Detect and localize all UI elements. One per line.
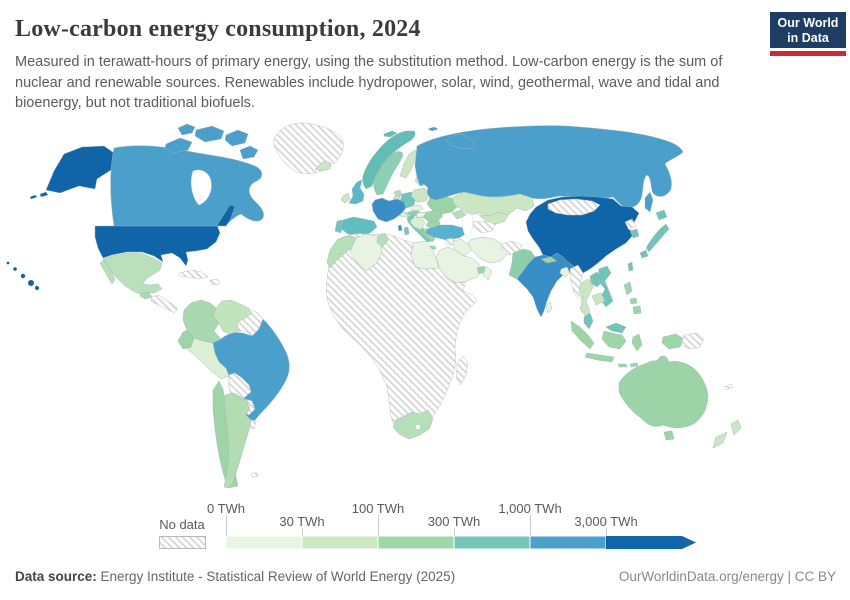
legend-tickmark-1000: [530, 515, 531, 536]
region-russia[interactable]: [414, 125, 684, 213]
region-morocco[interactable]: [326, 236, 357, 269]
region-falklands-nodata[interactable]: [250, 472, 259, 478]
region-spain[interactable]: [339, 216, 378, 237]
region-ireland[interactable]: [340, 192, 351, 204]
region-central-america-nodata[interactable]: [150, 294, 179, 314]
legend-tick-300: 300 TWh: [427, 514, 481, 529]
footer-source-text: Energy Institute - Statistical Review of…: [96, 569, 456, 584]
legend-arrow-head: [682, 536, 696, 549]
legend-color-bar[interactable]: [226, 536, 696, 549]
region-portugal[interactable]: [334, 219, 344, 234]
region-turkmenistan-nodata[interactable]: [472, 220, 497, 234]
legend-swatch-100-300: [377, 536, 455, 549]
region-madagascar-nodata[interactable]: [455, 355, 469, 386]
footer-source: Data source: Energy Institute - Statisti…: [15, 569, 455, 584]
region-philippines[interactable]: [623, 281, 642, 315]
region-china[interactable]: [525, 195, 640, 274]
region-czechia[interactable]: [409, 204, 424, 212]
logo-line2: in Data: [787, 31, 830, 45]
region-usa-alaska[interactable]: [29, 145, 115, 200]
logo-background: [770, 12, 846, 48]
region-caucasus[interactable]: [451, 209, 467, 220]
legend-swatch-30-100: [301, 536, 379, 549]
region-poland[interactable]: [410, 187, 430, 203]
footer-source-label: Data source:: [15, 569, 97, 584]
region-south-africa[interactable]: [392, 409, 434, 440]
region-usa[interactable]: [94, 204, 236, 267]
region-mexico[interactable]: [99, 252, 163, 295]
footer-link[interactable]: OurWorldinData.org/energy | CC BY: [618, 569, 836, 584]
legend-tick-1000: 1,000 TWh: [498, 501, 562, 516]
region-turkey[interactable]: [424, 224, 468, 241]
region-hispaniola-nodata[interactable]: [209, 278, 221, 286]
region-nepal[interactable]: [540, 256, 558, 264]
region-uk[interactable]: [348, 179, 365, 205]
region-balkans[interactable]: [409, 216, 426, 231]
region-australia[interactable]: [618, 355, 709, 441]
region-sri-lanka[interactable]: [545, 301, 553, 314]
region-switzerland[interactable]: [399, 211, 408, 218]
region-new-caledonia-nodata[interactable]: [723, 383, 734, 391]
region-egypt[interactable]: [410, 240, 440, 270]
legend-swatch-1000-3000: [529, 536, 607, 549]
region-japan[interactable]: [639, 209, 670, 259]
region-iceland[interactable]: [314, 160, 332, 172]
region-iran[interactable]: [467, 236, 509, 264]
region-taiwan[interactable]: [627, 261, 634, 272]
legend-tickmark-300: [454, 528, 455, 536]
legend-swatch-0-30: [226, 536, 303, 549]
logo-red-bar: [770, 51, 846, 56]
legend-tick-3000: 3,000 TWh: [574, 514, 638, 529]
caspian-sea: [461, 213, 474, 239]
legend-tickmark-100: [378, 515, 379, 536]
owid-logo[interactable]: Our World in Data: [770, 12, 846, 56]
region-new-zealand[interactable]: [712, 419, 742, 449]
lesotho: [415, 424, 421, 430]
region-mongolia-nodata[interactable]: [547, 198, 601, 216]
region-usa-hawaii[interactable]: [6, 261, 39, 290]
legend-tick-0: 0 TWh: [206, 501, 246, 516]
page-title: Low-carbon energy consumption, 2024: [15, 16, 421, 42]
legend-tickmark-30: [302, 528, 303, 536]
region-cambodia[interactable]: [591, 292, 606, 306]
chart-subtitle: Measured in terawatt-hours of primary en…: [15, 54, 723, 112]
region-sweden[interactable]: [373, 151, 404, 196]
region-norway[interactable]: [362, 130, 416, 190]
legend-tickmark-0: [226, 515, 227, 536]
region-malaysia[interactable]: [583, 312, 627, 334]
legend-no-data-swatch[interactable]: [159, 536, 206, 549]
region-canada-arctic-islands[interactable]: [164, 123, 259, 160]
region-guyanas-nodata[interactable]: [236, 307, 264, 337]
region-algeria[interactable]: [349, 233, 383, 272]
region-south-korea[interactable]: [629, 228, 640, 239]
region-indonesia[interactable]: [570, 320, 685, 368]
region-canada[interactable]: [110, 145, 264, 233]
legend-tick-30: 30 TWh: [279, 514, 325, 529]
hudson-bay: [191, 169, 212, 206]
logo-line1: Our World: [778, 16, 839, 30]
legend-tickmark-3000: [606, 528, 607, 536]
region-argentina[interactable]: [223, 392, 252, 489]
region-cuba-nodata[interactable]: [178, 269, 209, 280]
legend-no-data-label: No data: [159, 517, 205, 532]
legend-swatch-3000-plus: [606, 536, 682, 549]
region-guatemala[interactable]: [139, 291, 153, 300]
region-greenland-nodata[interactable]: [272, 122, 344, 174]
region-north-korea-nodata[interactable]: [624, 218, 637, 231]
region-papua-new-guinea-nodata[interactable]: [680, 332, 705, 350]
region-tunisia[interactable]: [376, 232, 389, 248]
region-oman[interactable]: [482, 265, 493, 281]
legend-swatch-300-1000: [453, 536, 531, 549]
legend-tick-100: 100 TWh: [351, 501, 405, 516]
region-bangladesh[interactable]: [559, 266, 571, 278]
region-ukraine[interactable]: [426, 195, 460, 215]
